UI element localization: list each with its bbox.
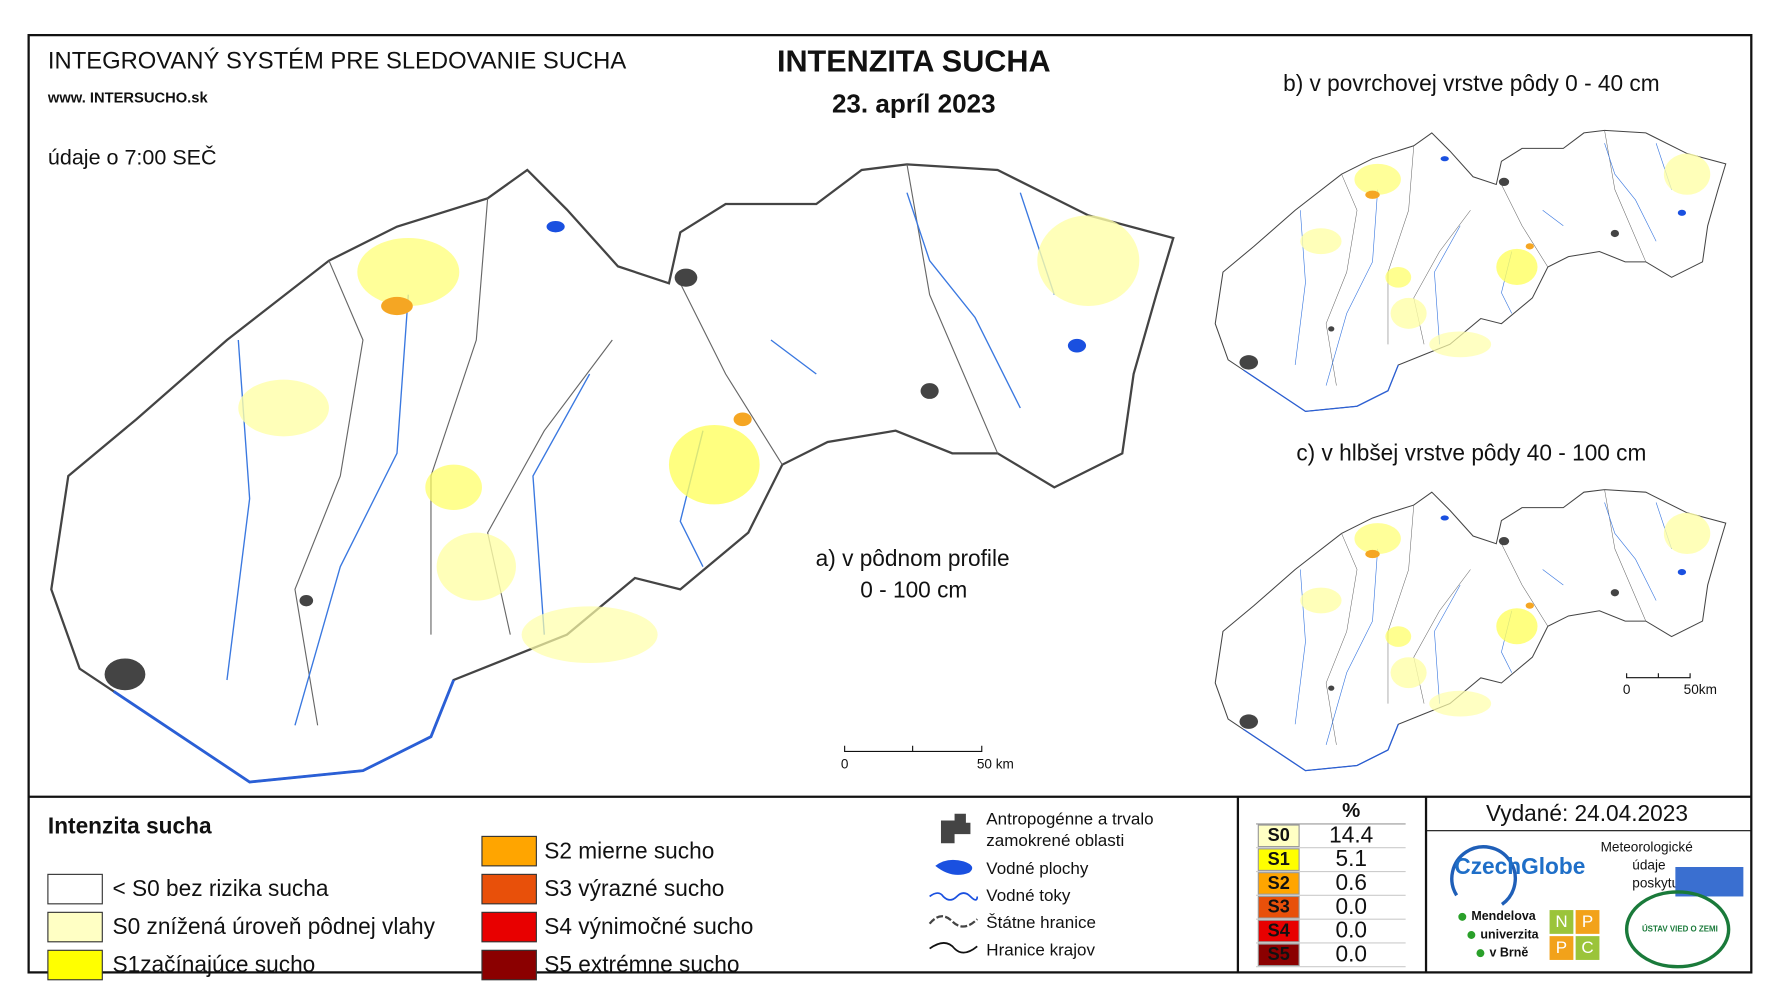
symbol-icons <box>928 813 979 954</box>
map-a-depth: 0 - 100 cm <box>860 577 967 603</box>
date: 23. apríl 2023 <box>832 88 996 118</box>
npc: N PP C <box>1549 910 1600 960</box>
time-note: údaje o 7:00 SEČ <box>48 144 217 169</box>
stats-class: S4 <box>1268 920 1290 940</box>
legend: < S0 bez rizika sucha S0 znížená úroveň p… <box>47 835 753 981</box>
symbols: Antropogénne a trvalo zamokrené oblasti Vo… <box>986 810 1153 959</box>
legend-label: < S0 bez rizika sucha <box>113 875 329 901</box>
stats-swatch <box>1257 919 1300 943</box>
stats-class: S3 <box>1268 897 1290 917</box>
stats-swatch <box>1257 943 1300 967</box>
stats-swatch <box>1257 848 1300 871</box>
czechglobe: CzechGlobe <box>1454 853 1585 879</box>
npc-cell <box>1549 936 1574 960</box>
mendel-line: Mendelova <box>1471 909 1535 923</box>
uvz: ÚSTAV VIED O ZEMI <box>1642 924 1718 933</box>
legend-swatch <box>47 949 103 981</box>
title: INTENZITA SUCHA <box>777 45 1051 79</box>
stats-class: S2 <box>1268 873 1290 893</box>
mendel: Mendelova univerzita v Brně <box>1458 909 1539 959</box>
symbol-label-line: zamokrené oblasti <box>986 832 1124 851</box>
legend-label: S0 znížená úroveň pôdnej vlahy <box>113 913 436 939</box>
scale-end-a: 50 km <box>977 757 1014 772</box>
npc-letter: C <box>1581 938 1593 957</box>
stats-table: % S0 14.4 S1 5.1 S2 0.6 S3 0.0 S4 0.0 S5 0.0 <box>1256 800 1406 968</box>
scale-start-a: 0 <box>841 757 849 772</box>
mendel-line: univerzita <box>1480 927 1538 941</box>
stats-class: S5 <box>1268 944 1290 964</box>
stats-class: S0 <box>1268 825 1290 845</box>
issued: Vydané: 24.04.2023 <box>1486 800 1688 826</box>
legend-swatch <box>47 873 103 905</box>
legend-swatch <box>481 911 537 943</box>
stats-swatch <box>1257 824 1300 848</box>
scale-bar-c <box>1626 673 1691 679</box>
scale-start-c: 0 <box>1623 682 1631 697</box>
map-b-label: b) v povrchovej vrstve pôdy 0 - 40 cm <box>1283 70 1660 96</box>
uvz-logo <box>1624 890 1731 969</box>
legend-label: S2 mierne sucho <box>544 837 714 863</box>
symbol-label: Vodné plochy <box>986 859 1089 878</box>
npc-letter: N <box>1555 912 1567 931</box>
npc-cell <box>1575 910 1600 934</box>
scale-bar-a <box>844 745 983 752</box>
npc-letter: P <box>1556 938 1567 957</box>
stats-value: 0.0 <box>1335 940 1367 966</box>
shmu-line: Meteorologické <box>1601 839 1693 854</box>
legend-swatch <box>481 949 537 981</box>
legend-swatch <box>47 911 103 943</box>
legend-swatch <box>481 873 537 905</box>
map-c-label: c) v hlbšej vrstve pôdy 40 - 100 cm <box>1296 439 1646 465</box>
stats-class: S1 <box>1268 849 1290 869</box>
mendel-dot <box>1467 931 1476 939</box>
npc-cell <box>1549 910 1574 934</box>
shmu-line: údaje <box>1632 857 1665 872</box>
legend-label: S3 výrazné sucho <box>544 875 724 901</box>
stats-value: 0.6 <box>1335 869 1367 895</box>
stats-swatch <box>1257 872 1300 895</box>
symbol-label: Hranice krajov <box>986 940 1095 959</box>
stats-value: 0.0 <box>1335 893 1367 919</box>
scale-end-c: 50km <box>1684 682 1717 697</box>
legend-label: S4 výnimočné sucho <box>544 913 753 939</box>
map-a-label: a) v pôdnom profile <box>816 545 1010 571</box>
czechglobe-arc <box>1450 845 1517 906</box>
symbol-label-line: Antropogénne a trvalo <box>986 810 1153 829</box>
system-title: INTEGROVANÝ SYSTÉM PRE SLEDOVANIE SUCHA <box>48 48 626 75</box>
symbol-label: Štátne hranice <box>986 913 1096 932</box>
legend-swatch <box>481 835 537 867</box>
stats-value: 14.4 <box>1329 821 1373 847</box>
npc-cell <box>1575 936 1600 960</box>
symbol-label: Antropogénne a trvalo zamokrené oblasti <box>986 810 1153 851</box>
legend-label: S1začínajúce sucho <box>113 951 316 977</box>
stats-value: 5.1 <box>1335 845 1367 871</box>
legend-title: Intenzita sucha <box>48 812 212 838</box>
url: www. INTERSUCHO.sk <box>47 90 209 106</box>
npc-letter: P <box>1582 912 1593 931</box>
mendel-dot <box>1476 949 1485 958</box>
mendel-line: v Brně <box>1490 945 1529 959</box>
stats-value: 0.0 <box>1335 917 1367 943</box>
mendel-dot <box>1458 912 1467 921</box>
stats-swatch <box>1257 895 1300 919</box>
legend-label: S5 extrémne sucho <box>544 951 739 977</box>
symbol-label: Vodné toky <box>986 886 1071 905</box>
stats-header: % <box>1342 800 1360 822</box>
